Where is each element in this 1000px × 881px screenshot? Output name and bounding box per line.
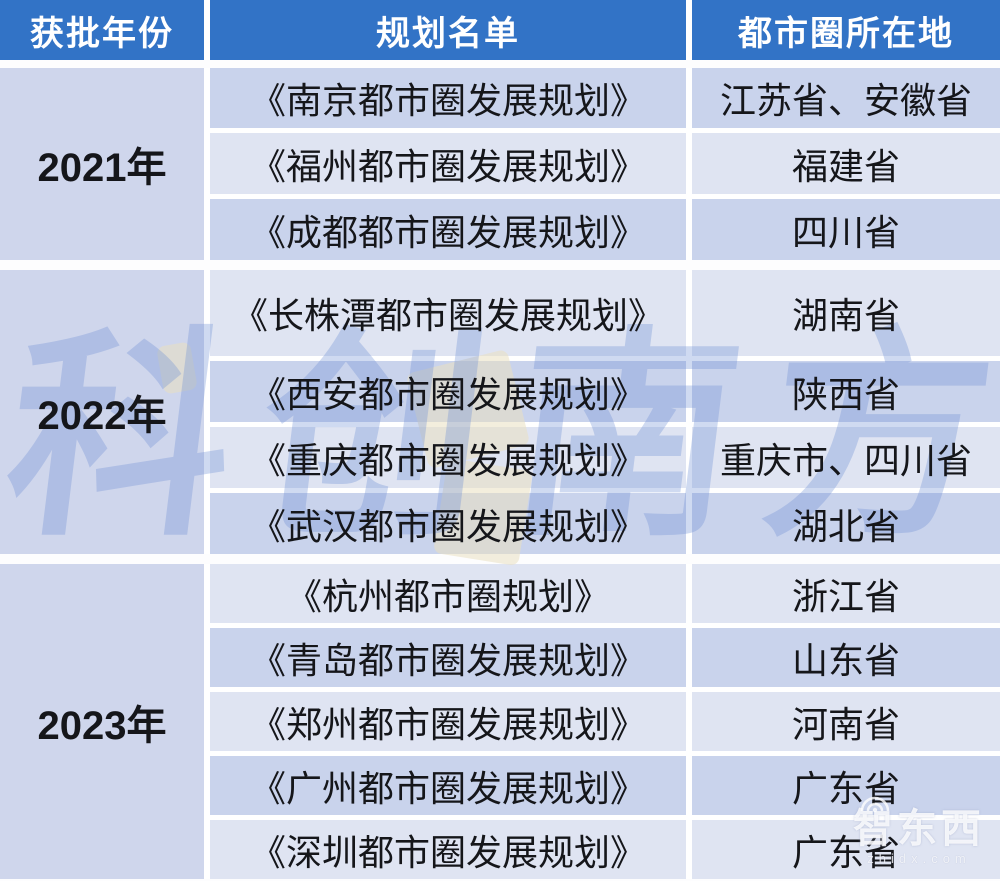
plan-name: 《青岛都市圈发展规划》 <box>249 640 646 681</box>
year-label: 2023年 <box>37 703 167 748</box>
table-header-row: 获批年份 规划名单 都市圈所在地 <box>0 0 1000 60</box>
table-row-location: 福建省 <box>692 133 1000 194</box>
plan-name: 《武汉都市圈发展规划》 <box>249 506 646 547</box>
plan-name: 《广州都市圈发展规划》 <box>249 768 646 809</box>
year-section-2021: 2021年 《南京都市圈发展规划》 江苏省、安徽省 《福州都市圈发展规划》 福建… <box>0 68 1000 260</box>
table-row-plan: 《成都都市圈发展规划》 <box>210 199 686 260</box>
location-name: 浙江省 <box>791 576 900 617</box>
table-row-location: 河南省 <box>692 692 1000 751</box>
table-row-location: 山东省 <box>692 628 1000 687</box>
table-row-location: 广东省 <box>692 820 1000 879</box>
table-row-plan: 《重庆都市圈发展规划》 <box>210 427 686 488</box>
table-row-plan: 《长株潭都市圈发展规划》 <box>210 270 686 356</box>
plan-name: 《郑州都市圈发展规划》 <box>249 704 646 745</box>
location-name: 河南省 <box>791 704 900 745</box>
location-name: 广东省 <box>791 832 900 873</box>
table-row-location: 湖南省 <box>692 270 1000 356</box>
plan-name: 《长株潭都市圈发展规划》 <box>231 296 664 336</box>
location-name: 湖北省 <box>791 506 900 547</box>
year-label: 2022年 <box>37 394 167 438</box>
table-row-location: 江苏省、安徽省 <box>692 68 1000 128</box>
plan-name: 《南京都市圈发展规划》 <box>249 81 646 121</box>
table-row-plan: 《南京都市圈发展规划》 <box>210 68 686 128</box>
table-row-location: 四川省 <box>692 199 1000 260</box>
year-cell-2023: 2023年 <box>0 564 204 879</box>
header-label-location: 都市圈所在地 <box>738 14 954 53</box>
year-section-2023: 2023年 《杭州都市圈规划》 浙江省 《青岛都市圈发展规划》 山东省 《郑州都… <box>0 564 1000 879</box>
table-row-plan: 《郑州都市圈发展规划》 <box>210 692 686 751</box>
table-row-plan: 《西安都市圈发展规划》 <box>210 361 686 422</box>
year-cell-2022: 2022年 <box>0 270 204 554</box>
header-label-year: 获批年份 <box>30 14 174 53</box>
header-label-plan: 规划名单 <box>376 14 520 53</box>
plan-name: 《重庆都市圈发展规划》 <box>249 440 646 481</box>
year-label: 2021年 <box>37 146 167 190</box>
plan-name: 《杭州都市圈规划》 <box>285 576 610 617</box>
table-row-plan: 《武汉都市圈发展规划》 <box>210 493 686 554</box>
table-row-location: 湖北省 <box>692 493 1000 554</box>
location-name: 湖南省 <box>791 296 900 336</box>
year-section-2022: 2022年 《长株潭都市圈发展规划》 湖南省 《西安都市圈发展规划》 陕西省 《… <box>0 270 1000 554</box>
header-cell-plan: 规划名单 <box>210 0 686 60</box>
table-row-plan: 《福州都市圈发展规划》 <box>210 133 686 194</box>
table-row-location: 陕西省 <box>692 361 1000 422</box>
table-row-plan: 《广州都市圈发展规划》 <box>210 756 686 815</box>
location-name: 福建省 <box>791 146 900 187</box>
table-row-plan: 《深圳都市圈发展规划》 <box>210 820 686 879</box>
table-row-location: 重庆市、四川省 <box>692 427 1000 488</box>
header-cell-location: 都市圈所在地 <box>692 0 1000 60</box>
table-row-plan: 《杭州都市圈规划》 <box>210 564 686 623</box>
header-cell-year: 获批年份 <box>0 0 204 60</box>
location-name: 山东省 <box>791 640 900 681</box>
location-name: 重庆市、四川省 <box>719 440 972 481</box>
location-name: 陕西省 <box>791 374 900 415</box>
year-cell-2021: 2021年 <box>0 68 204 260</box>
location-name: 广东省 <box>791 768 900 809</box>
plan-name: 《西安都市圈发展规划》 <box>249 374 646 415</box>
plan-name: 《福州都市圈发展规划》 <box>249 146 646 187</box>
plan-name: 《深圳都市圈发展规划》 <box>249 832 646 873</box>
location-name: 四川省 <box>791 212 900 253</box>
table-row-location: 浙江省 <box>692 564 1000 623</box>
plan-name: 《成都都市圈发展规划》 <box>249 212 646 253</box>
table-row-location: 广东省 <box>692 756 1000 815</box>
location-name: 江苏省、安徽省 <box>719 81 972 121</box>
table-row-plan: 《青岛都市圈发展规划》 <box>210 628 686 687</box>
